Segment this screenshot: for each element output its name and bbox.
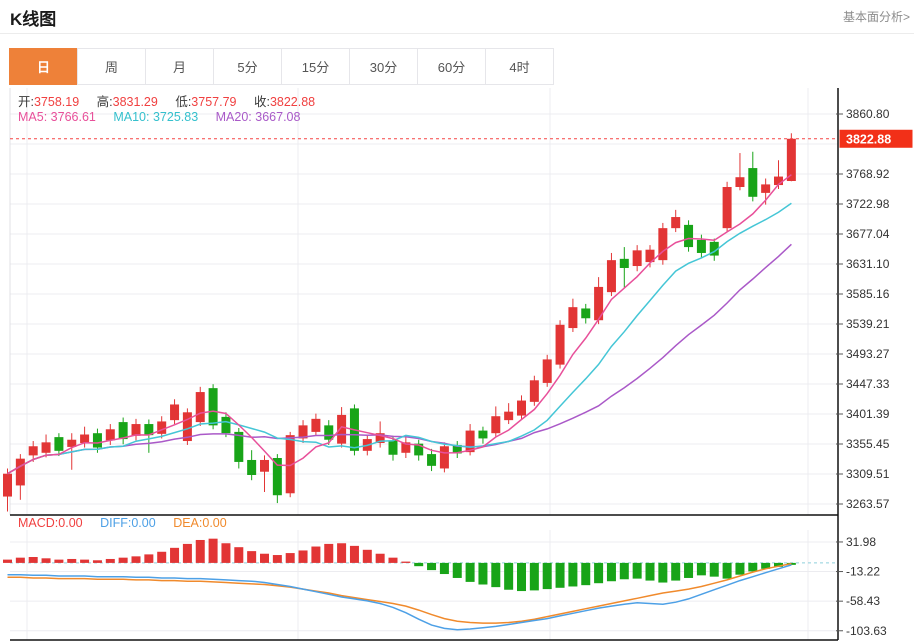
low-label: 低: bbox=[175, 95, 192, 109]
tab-15min[interactable]: 15分 bbox=[281, 48, 350, 85]
macd-tick-label: -13.22 bbox=[846, 565, 880, 579]
diff-label: DIFF: bbox=[100, 516, 132, 530]
tab-60min[interactable]: 60分 bbox=[417, 48, 486, 85]
price-tick-label: 3722.98 bbox=[846, 197, 890, 211]
close-value: 3822.88 bbox=[269, 95, 316, 109]
title-separator bbox=[0, 33, 914, 34]
ma5-value: 3766.61 bbox=[50, 110, 96, 124]
ma5-label: MA5: bbox=[18, 110, 48, 124]
candles bbox=[3, 133, 796, 512]
price-tick-label: 3631.10 bbox=[846, 257, 890, 271]
ma10-label: MA10: bbox=[113, 110, 150, 124]
macd-value: 0.00 bbox=[58, 516, 83, 530]
ma20-label: MA20: bbox=[215, 110, 252, 124]
tab-30min[interactable]: 30分 bbox=[349, 48, 418, 85]
diff-line bbox=[7, 564, 792, 631]
tab-day[interactable]: 日 bbox=[9, 48, 78, 85]
ma10-line bbox=[7, 202, 792, 475]
dea-value: 0.00 bbox=[202, 516, 227, 530]
ohlc-legend: 开:3758.19 高:3831.29 低:3757.79 收:3822.88 bbox=[18, 91, 329, 110]
tab-week[interactable]: 周 bbox=[77, 48, 146, 85]
dea-label: DEA: bbox=[173, 516, 203, 530]
macd-panel bbox=[3, 538, 838, 631]
ma10-value: 3725.83 bbox=[152, 110, 199, 124]
ma5-line bbox=[7, 174, 792, 475]
ma-lines bbox=[7, 174, 792, 475]
ma20-line bbox=[7, 243, 792, 475]
borders bbox=[10, 88, 839, 641]
ma-legend: MA5: 3766.61 MA10: 3725.83 MA20: 3667.08 bbox=[18, 110, 314, 124]
price-tick-label: 3860.80 bbox=[846, 107, 890, 121]
price-tick-label: 3539.21 bbox=[846, 317, 890, 331]
low-value: 3757.79 bbox=[191, 95, 237, 109]
price-tick-label: 3355.45 bbox=[846, 437, 890, 451]
ma20-value: 3667.08 bbox=[255, 110, 301, 124]
high-value: 3831.29 bbox=[112, 95, 158, 109]
macd-tick-label: 31.98 bbox=[846, 535, 876, 549]
price-tick-label: 3493.27 bbox=[846, 347, 890, 361]
high-label: 高: bbox=[96, 95, 113, 109]
price-tick-label: 3677.04 bbox=[846, 227, 890, 241]
page-title: K线图 bbox=[10, 10, 57, 29]
macd-legend: MACD:0.00 DIFF:0.00 DEA:0.00 bbox=[18, 516, 241, 530]
tab-month[interactable]: 月 bbox=[145, 48, 214, 85]
fundamental-analysis-link[interactable]: 基本面分析> bbox=[842, 10, 910, 24]
period-tabbar: 日周月 5分 15分 30分 60分 4时 bbox=[9, 48, 554, 85]
price-tick-label: 3768.92 bbox=[846, 167, 890, 181]
price-tick-label: 3263.57 bbox=[846, 497, 890, 511]
price-tick-label: 3447.33 bbox=[846, 377, 890, 391]
price-tick-label: 3309.51 bbox=[846, 467, 890, 481]
price-tick-label: 3401.39 bbox=[846, 407, 890, 421]
macd-tick-label: -58.43 bbox=[846, 594, 880, 608]
diff-value: 0.00 bbox=[131, 516, 156, 530]
macd-label: MACD: bbox=[18, 516, 59, 530]
svg-text:3822.88: 3822.88 bbox=[846, 132, 891, 146]
tab-4hour[interactable]: 4时 bbox=[485, 48, 554, 85]
price-tick-label: 3585.16 bbox=[846, 287, 890, 301]
open-label: 开: bbox=[18, 95, 34, 109]
close-label: 收: bbox=[253, 95, 270, 109]
open-value: 3758.19 bbox=[33, 95, 80, 109]
dea-line bbox=[7, 562, 792, 624]
macd-tick-label: -103.63 bbox=[846, 624, 887, 638]
price-axis: 3860.80 3768.92 3722.98 3677.04 3631.10 3585.… bbox=[836, 107, 890, 638]
current-price-badge: 3822.88 bbox=[839, 129, 913, 148]
